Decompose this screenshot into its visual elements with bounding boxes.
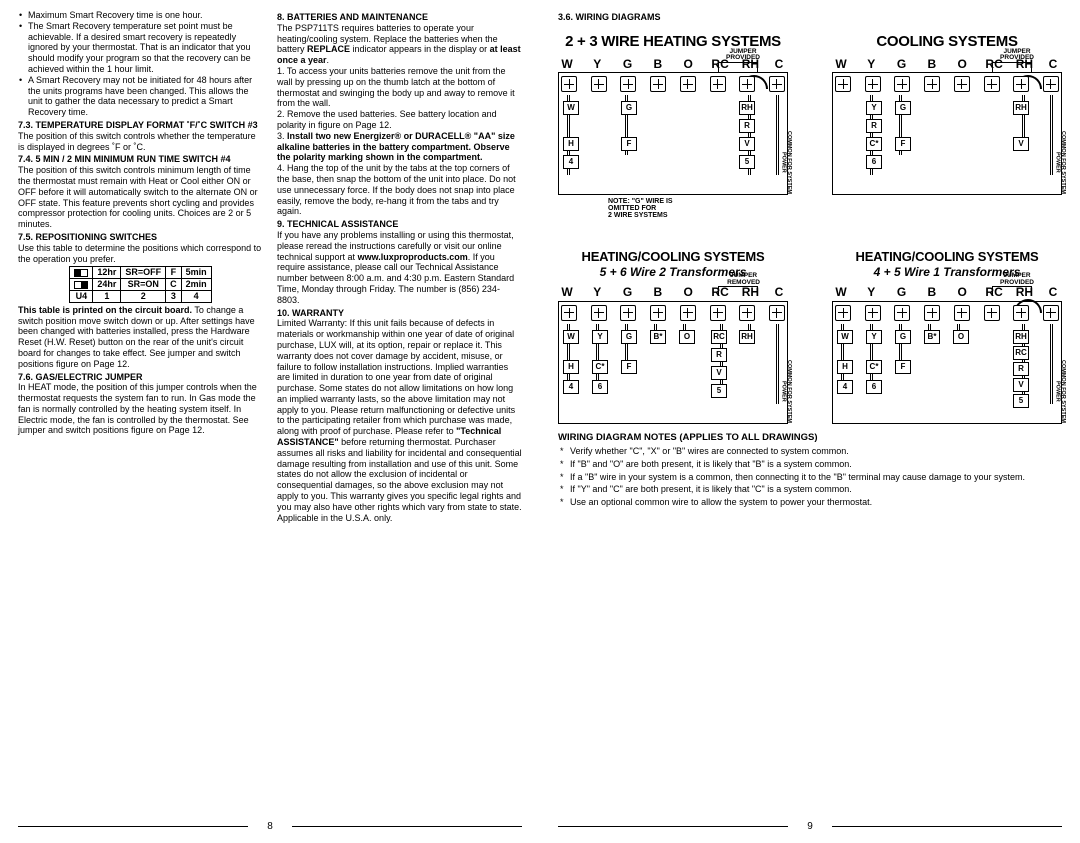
page8-col2: 8. BATTERIES AND MAINTENANCE The PSP711T…: [277, 10, 522, 523]
bullet: The Smart Recovery temperature set point…: [18, 21, 263, 75]
body-text: If you have any problems installing or u…: [277, 230, 522, 306]
common-label: COMMON FOR SYSTEM POWER: [1055, 131, 1065, 194]
heading-3-6: 3.6. WIRING DIAGRAMS: [558, 12, 1062, 23]
heading-7-5: 7.5. REPOSITIONING SWITCHES: [18, 232, 263, 243]
notes-heading: WIRING DIAGRAM NOTES (APPLIES TO ALL DRA…: [558, 432, 1062, 443]
body-text: 1. To access your units batteries remove…: [277, 66, 522, 109]
diagram-title: HEATING/COOLING SYSTEMS: [832, 249, 1062, 265]
heading-8: 8. BATTERIES AND MAINTENANCE: [277, 12, 522, 23]
heading-7-6: 7.6. GAS/ELECTRIC JUMPER: [18, 372, 263, 383]
wire-area: W Y G B* O RC RH R H C* F V 4 6 5 COMMON…: [558, 324, 788, 424]
note-item: If "B" and "O" are both present, it is l…: [558, 459, 1062, 470]
jumper-label: JUMPER REMOVED: [727, 273, 760, 286]
body-text: The position of this switch controls whe…: [18, 131, 263, 153]
screw-row: [558, 301, 788, 324]
note-item: If "Y" and "C" are both present, it is l…: [558, 484, 1062, 495]
switch-icon: [74, 269, 88, 277]
common-label: COMMON FOR SYSTEM POWER: [1055, 360, 1065, 423]
page-number: 9: [558, 821, 1062, 833]
jumper-label: JUMPER PROVIDED: [726, 49, 760, 62]
switch-icon: [74, 281, 88, 289]
heading-10: 10. WARRANTY: [277, 308, 522, 319]
bullet: Maximum Smart Recovery time is one hour.: [18, 10, 263, 21]
screw-row: [558, 72, 788, 95]
wire-area: W G RH RC H F R V 4 5 COMMON FOR SYSTEM …: [558, 95, 788, 195]
wire-note: NOTE: "G" WIRE IS OMITTED FOR 2 WIRE SYS…: [608, 198, 788, 219]
page-8: Maximum Smart Recovery time is one hour.…: [0, 0, 540, 843]
diagram-title: HEATING/COOLING SYSTEMS: [558, 249, 788, 265]
heading-9: 9. TECHNICAL ASSISTANCE: [277, 219, 522, 230]
wiring-diagram-hc-2trans: HEATING/COOLING SYSTEMS 5 + 6 Wire 2 Tra…: [558, 249, 788, 423]
note-item: Verify whether "C", "X" or "B" wires are…: [558, 446, 1062, 457]
wiring-notes: WIRING DIAGRAM NOTES (APPLIES TO ALL DRA…: [558, 432, 1062, 508]
heading-7-3: 7.3. TEMPERATURE DISPLAY FORMAT ˚F/˚C SW…: [18, 120, 263, 131]
jumper-label: JUMPER PROVIDED: [1000, 49, 1034, 62]
screw-row: [832, 72, 1062, 95]
wire-area: W Y G B* O RH RC H C* F R 4 6 V 5 COMMON…: [832, 324, 1062, 424]
wire-area: Y G RH R C* F V 6 COMMON FOR SYSTEM POWE…: [832, 95, 1062, 195]
common-label: COMMON FOR SYSTEM POWER: [781, 360, 791, 423]
wiring-diagram-hc-1trans: HEATING/COOLING SYSTEMS 4 + 5 Wire 1 Tra…: [832, 249, 1062, 423]
body-text: The PSP711TS requires batteries to opera…: [277, 23, 522, 66]
page-9: 3.6. WIRING DIAGRAMS 2 + 3 WIRE HEATING …: [540, 0, 1080, 843]
jumper-label: JUMPER PROVIDED: [1000, 273, 1034, 286]
body-text: Use this table to determine the position…: [18, 243, 263, 265]
common-label: COMMON FOR SYSTEM POWER: [781, 131, 791, 194]
screw-icon: [561, 76, 577, 92]
wiring-diagram-cooling: COOLING SYSTEMS JUMPER PROVIDED WYGBORCR…: [832, 31, 1062, 219]
body-text: 4. Hang the top of the unit by the tabs …: [277, 163, 522, 217]
body-text: This table is printed on the circuit boa…: [18, 305, 263, 370]
page-number: 8: [18, 821, 522, 833]
body-text: Limited Warranty: If this unit fails bec…: [277, 318, 522, 523]
heading-7-4: 7.4. 5 MIN / 2 MIN MINIMUM RUN TIME SWIT…: [18, 154, 263, 165]
switch-table: 12hr SR=OFF F 5min 24hr SR=ON C 2min U4: [69, 266, 211, 302]
wiring-diagram-heating: 2 + 3 WIRE HEATING SYSTEMS JUMPER PROVID…: [558, 31, 788, 219]
body-text: In HEAT mode, the position of this jumpe…: [18, 382, 263, 436]
note-item: If a "B" wire in your system is a common…: [558, 472, 1062, 483]
body-text: 3. Install two new Energizer® or DURACEL…: [277, 131, 522, 163]
page8-col1: Maximum Smart Recovery time is one hour.…: [18, 10, 263, 523]
body-text: 2. Remove the used batteries. See batter…: [277, 109, 522, 131]
body-text: The position of this switch controls min…: [18, 165, 263, 230]
note-item: Use an optional common wire to allow the…: [558, 497, 1062, 508]
bullet: A Smart Recovery may not be initiated fo…: [18, 75, 263, 118]
